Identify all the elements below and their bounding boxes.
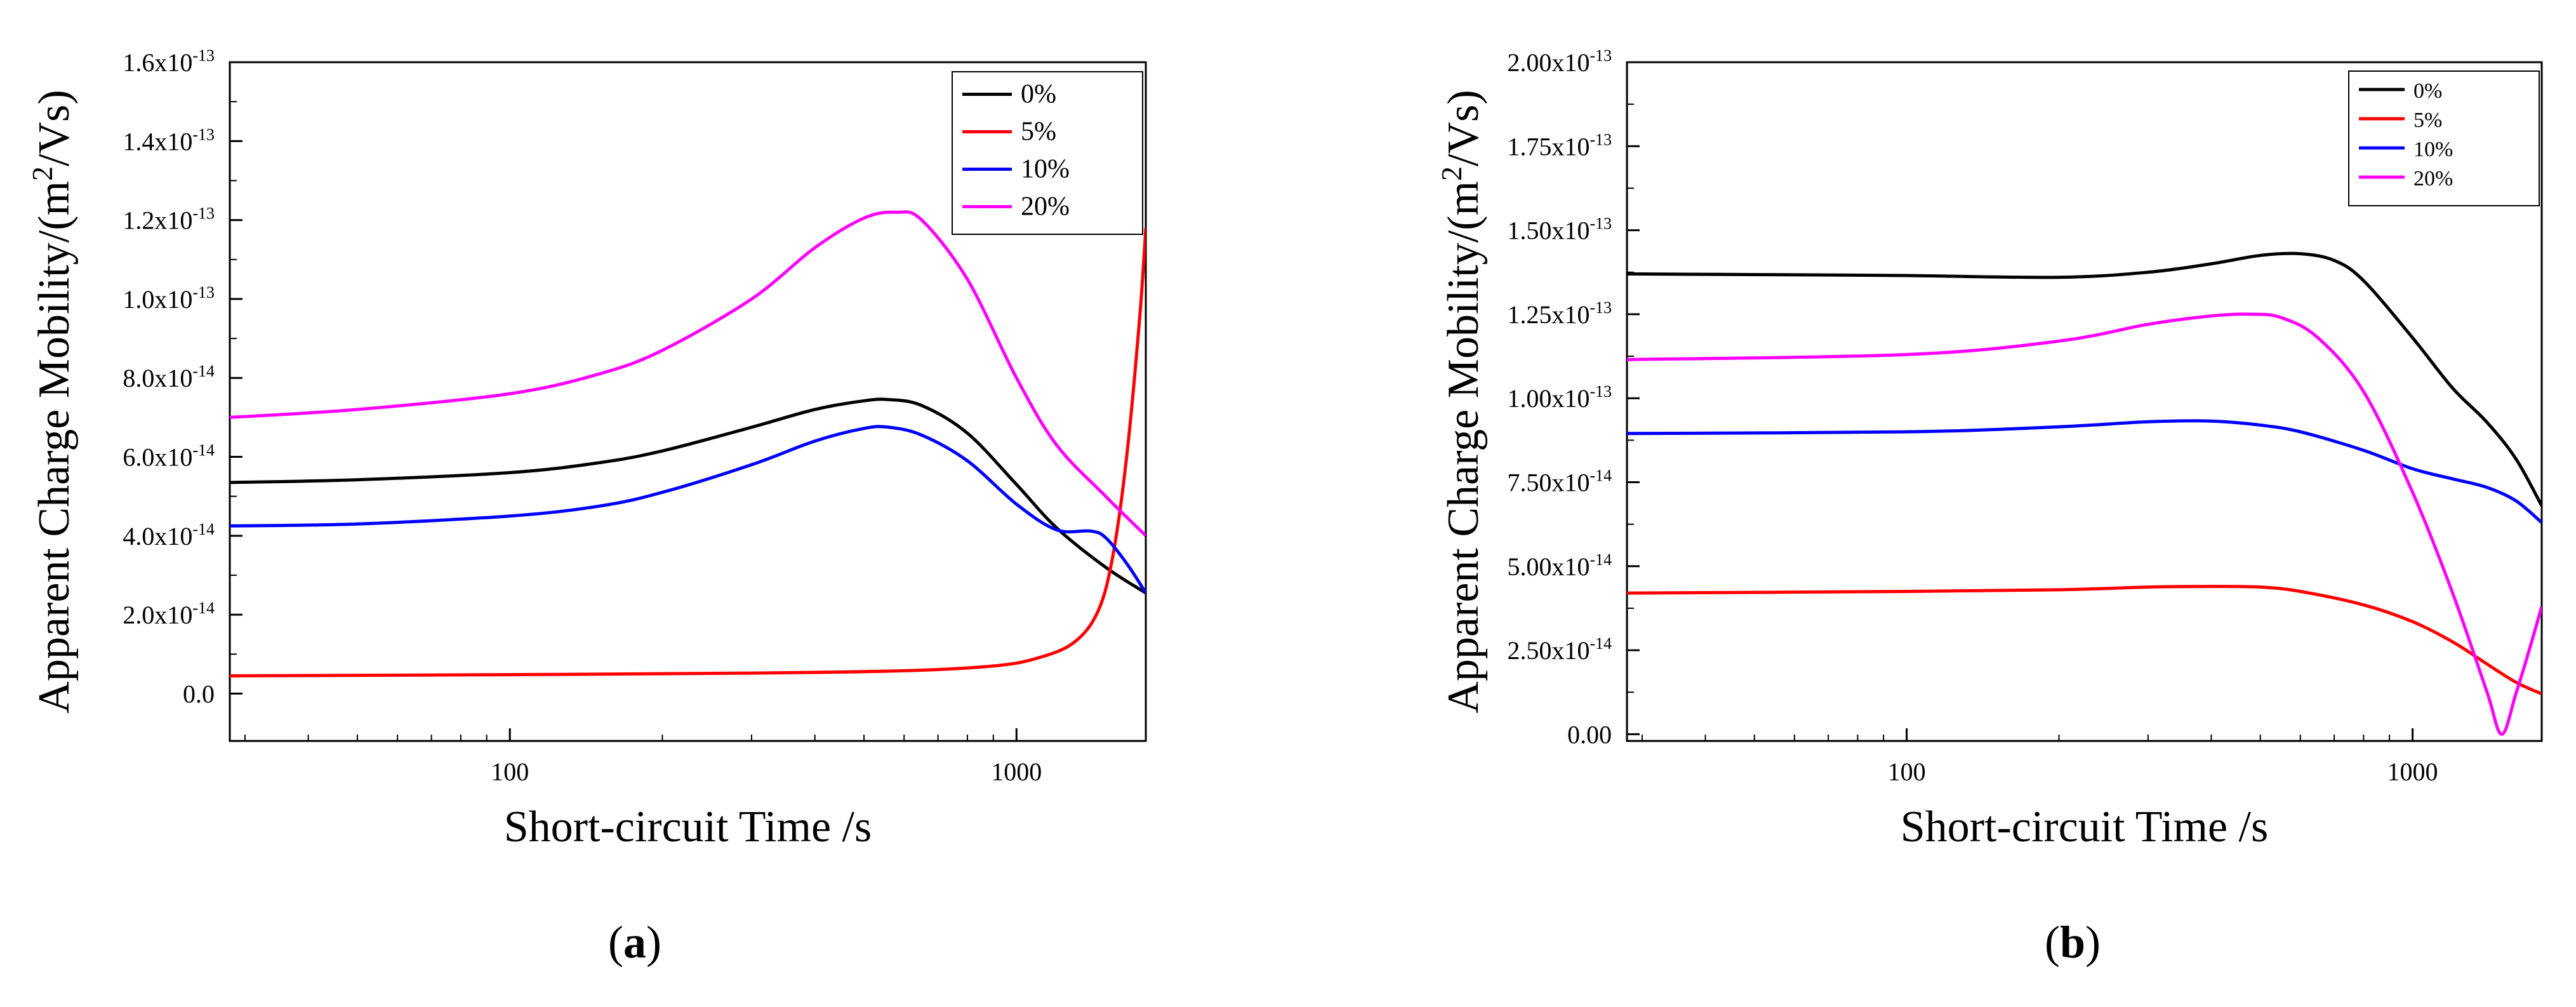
y-tick-mantissa: 0.0 <box>183 679 215 708</box>
legend-label: 0% <box>2413 79 2442 103</box>
y-tick-mantissa: 1.25x10 <box>1507 300 1590 329</box>
y-tick-mantissa: 1.00x10 <box>1507 384 1590 413</box>
y-tick-mantissa: 4.0x10 <box>123 522 192 550</box>
x-axis-title: Short-circuit Time /s <box>1901 803 2268 851</box>
x-tick-label: 1000 <box>991 757 1042 786</box>
y-tick-exponent: -14 <box>192 520 215 538</box>
series-line-10pct <box>230 425 1146 594</box>
y-axis-title-tail: /Vs) <box>30 90 79 166</box>
legend-label: 0% <box>1021 80 1056 109</box>
y-tick-mantissa: 1.6x10 <box>123 48 192 77</box>
y-tick-label: 1.2x10-13 <box>123 204 215 235</box>
series-line-0pct <box>230 397 1146 595</box>
series-line-20pct <box>230 210 1146 537</box>
y-axis-title-sup: 2 <box>1435 166 1468 181</box>
y-tick-exponent: -13 <box>1590 130 1612 149</box>
chart-panel-b: 100 10000.002.50x10-145.00x10-147.50x10-1… <box>1435 46 2543 968</box>
y-tick-exponent: -14 <box>192 599 215 617</box>
legend-label: 10% <box>2413 138 2453 161</box>
y-tick-exponent: -13 <box>1590 298 1612 317</box>
y-tick-label: 1.0x10-13 <box>123 283 215 314</box>
chart-panel-a: 100 10000.02.0x10-144.0x10-146.0x10-148.0… <box>26 46 1147 968</box>
y-axis-title: Apparent Charge Mobility/(m2/Vs) <box>26 90 79 713</box>
y-tick-mantissa: 1.4x10 <box>123 127 192 156</box>
y-tick-mantissa: 2.0x10 <box>123 601 192 629</box>
y-tick-mantissa: 7.50x10 <box>1507 469 1590 497</box>
panel-label-open: ( <box>2045 917 2060 968</box>
y-tick-mantissa: 0.00 <box>1567 720 1612 749</box>
plot-frame <box>229 61 1147 742</box>
y-tick-label: 6.0x10-14 <box>123 441 215 472</box>
y-tick-label: 5.00x10-14 <box>1507 550 1612 581</box>
y-tick-label: 1.50x10-13 <box>1507 215 1612 245</box>
legend-label: 5% <box>1021 117 1056 147</box>
y-tick-exponent: -13 <box>192 283 215 302</box>
y-tick-label: 1.00x10-13 <box>1507 382 1612 413</box>
y-tick-label: 2.50x10-14 <box>1507 634 1612 665</box>
y-tick-label: 1.75x10-13 <box>1507 130 1612 161</box>
y-tick-exponent: -13 <box>1590 46 1612 65</box>
panel-label-close: ) <box>2085 917 2101 968</box>
y-tick-mantissa: 1.50x10 <box>1507 217 1590 245</box>
y-tick-mantissa: 1.75x10 <box>1507 132 1590 161</box>
x-tick-label: 100 <box>1888 757 1926 786</box>
y-tick-exponent: -13 <box>1590 382 1612 401</box>
y-axis-title-main: Apparent Charge Mobility/(m <box>30 181 79 714</box>
panel-label: (b) <box>2045 917 2101 968</box>
y-tick-exponent: -14 <box>192 441 215 460</box>
series-line-0pct <box>1627 251 2542 507</box>
legend-label: 20% <box>1021 192 1070 222</box>
series-line-5pct <box>230 227 1146 677</box>
y-tick-label: 1.4x10-13 <box>123 125 215 156</box>
panel-label-open: ( <box>608 917 623 968</box>
y-tick-label: 2.00x10-13 <box>1507 46 1612 77</box>
y-tick-exponent: -14 <box>1590 550 1612 569</box>
y-tick-mantissa: 1.2x10 <box>123 206 192 235</box>
y-tick-mantissa: 8.0x10 <box>123 364 192 392</box>
y-tick-label: 8.0x10-14 <box>123 362 215 392</box>
y-tick-exponent: -14 <box>1590 467 1612 485</box>
y-tick-exponent: -14 <box>192 362 215 380</box>
panel-label-letter: a <box>623 917 646 968</box>
y-tick-exponent: -13 <box>192 125 215 143</box>
legend-label: 10% <box>1021 155 1070 184</box>
y-tick-exponent: -13 <box>192 204 215 223</box>
y-tick-exponent: -13 <box>192 46 215 65</box>
y-tick-label: 1.25x10-13 <box>1507 298 1612 329</box>
legend-label: 5% <box>2413 109 2442 132</box>
y-tick-mantissa: 6.0x10 <box>123 443 192 472</box>
y-tick-exponent: -13 <box>1590 215 1612 233</box>
x-axis-title: Short-circuit Time /s <box>504 803 872 851</box>
y-tick-label: 4.0x10-14 <box>123 520 215 550</box>
panel-label-letter: b <box>2060 917 2085 968</box>
panel-label: (a) <box>608 917 661 968</box>
y-tick-mantissa: 5.00x10 <box>1507 552 1590 581</box>
y-tick-mantissa: 2.50x10 <box>1507 636 1590 665</box>
y-tick-label: 1.6x10-13 <box>123 46 215 77</box>
series-line-20pct <box>1627 312 2542 736</box>
y-tick-label: 0.00 <box>1567 720 1612 749</box>
y-tick-label: 7.50x10-14 <box>1507 467 1612 497</box>
y-axis-title: Apparent Charge Mobility/(m2/Vs) <box>1435 90 1488 713</box>
y-tick-mantissa: 1.0x10 <box>123 285 192 314</box>
x-tick-label: 1000 <box>2387 757 2438 786</box>
y-tick-label: 0.0 <box>183 679 215 708</box>
legend-box <box>2348 70 2540 206</box>
y-tick-mantissa: 2.00x10 <box>1507 48 1590 77</box>
y-tick-label: 2.0x10-14 <box>123 599 215 629</box>
y-axis-title-tail: /Vs) <box>1439 90 1488 166</box>
y-tick-exponent: -14 <box>1590 634 1612 653</box>
x-tick-label: 100 <box>491 757 529 786</box>
y-axis-title-main: Apparent Charge Mobility/(m <box>1439 181 1488 714</box>
y-axis-title-sup: 2 <box>26 166 58 181</box>
series-line-10pct <box>1627 419 2542 524</box>
plot-frame <box>1626 61 2543 742</box>
series-line-5pct <box>1627 585 2542 696</box>
legend-label: 20% <box>2413 167 2453 190</box>
panel-label-close: ) <box>646 917 661 968</box>
